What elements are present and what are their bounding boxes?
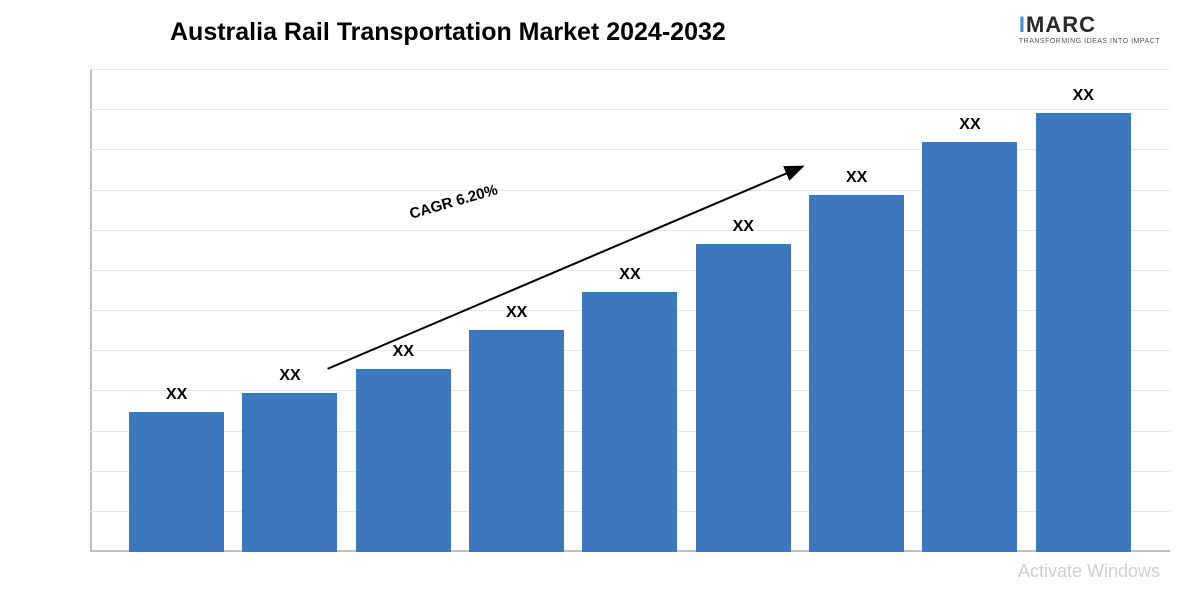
bar-value-label: XX: [846, 169, 867, 187]
bar-wrap: XX: [696, 218, 791, 552]
bar-value-label: XX: [279, 367, 300, 385]
bar: [696, 244, 791, 552]
bar-wrap: XX: [242, 367, 337, 552]
bar: [1036, 113, 1131, 552]
chart-container: Australia Rail Transportation Market 202…: [0, 0, 1200, 600]
bar-value-label: XX: [393, 343, 414, 361]
bar: [242, 393, 337, 552]
plot-area: XX XX XX XX XX XX XX XX XX: [90, 70, 1170, 552]
bar-value-label: XX: [166, 386, 187, 404]
bar: [356, 369, 451, 552]
bar: [582, 292, 677, 552]
bar-wrap: XX: [469, 304, 564, 552]
watermark-text: Activate Windows: [1018, 561, 1160, 582]
bar-wrap: XX: [809, 169, 904, 552]
bars-group: XX XX XX XX XX XX XX XX XX: [90, 70, 1170, 552]
brand-logo: IMARC TRANSFORMING IDEAS INTO IMPACT: [1019, 12, 1160, 45]
chart-title: Australia Rail Transportation Market 202…: [170, 18, 726, 47]
bar-value-label: XX: [619, 266, 640, 284]
bar-value-label: XX: [1073, 87, 1094, 105]
bar-value-label: XX: [733, 218, 754, 236]
bar-wrap: XX: [129, 386, 224, 552]
bar-wrap: XX: [1036, 87, 1131, 552]
logo-prefix: I: [1019, 12, 1026, 37]
bar-value-label: XX: [959, 116, 980, 134]
bar: [469, 330, 564, 552]
logo-rest: MARC: [1026, 12, 1096, 37]
bar-wrap: XX: [582, 266, 677, 552]
bar: [922, 142, 1017, 552]
bar: [129, 412, 224, 552]
bar-wrap: XX: [922, 116, 1017, 552]
bar-wrap: XX: [356, 343, 451, 552]
logo-tagline: TRANSFORMING IDEAS INTO IMPACT: [1019, 38, 1160, 45]
bar: [809, 195, 904, 552]
logo-text: IMARC: [1019, 12, 1160, 38]
bar-value-label: XX: [506, 304, 527, 322]
